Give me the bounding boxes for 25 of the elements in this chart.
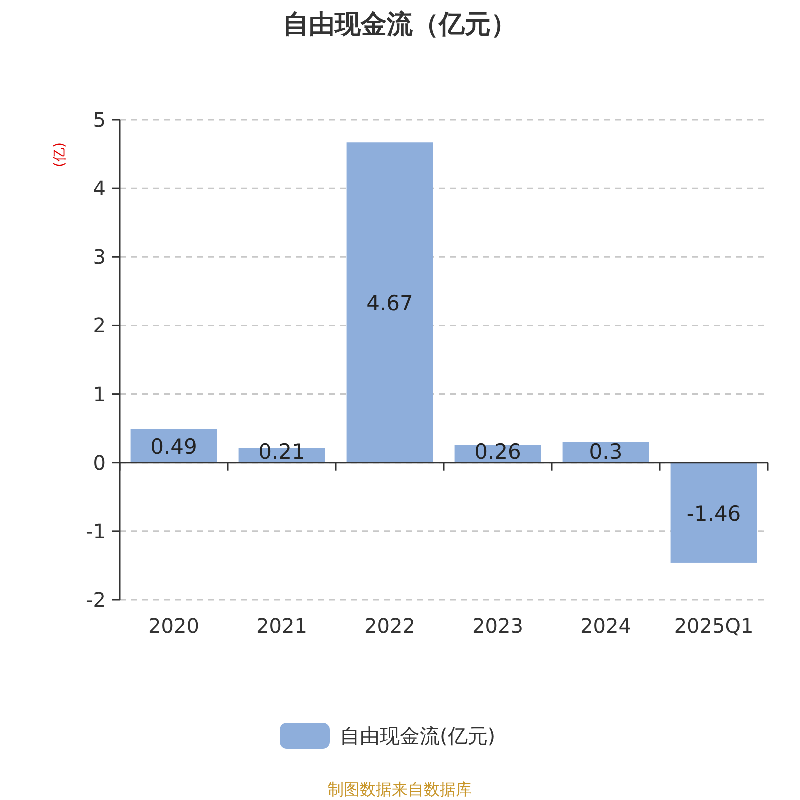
chart-title: 自由现金流（亿元） xyxy=(283,10,517,40)
y-tick-label: 5 xyxy=(93,108,106,132)
text: 制图数据来自数据库 xyxy=(328,780,472,799)
legend-label: 自由现金流(亿元) xyxy=(340,724,496,748)
data-label: 0.26 xyxy=(474,440,522,464)
x-tick-label: 2024 xyxy=(580,614,632,638)
y-tick-label: 0 xyxy=(93,450,106,475)
bar xyxy=(670,462,758,563)
x-tick-label: 2021 xyxy=(256,614,308,638)
y-tick-label: 3 xyxy=(93,245,106,270)
y-tick-label: 2 xyxy=(93,314,106,338)
y-tick-label: -2 xyxy=(86,588,106,612)
data-label: 0.3 xyxy=(589,440,623,464)
x-tick-label: 2023 xyxy=(472,614,524,638)
y-tick-label: -1 xyxy=(86,519,106,544)
x-tick-label: 2025Q1 xyxy=(674,614,754,638)
data-label: 4.67 xyxy=(366,292,414,316)
bar xyxy=(346,142,434,463)
data-label: -1.46 xyxy=(686,502,742,526)
data-label: 0.49 xyxy=(150,435,198,460)
x-tick-label: 2020 xyxy=(148,614,200,638)
y-tick-label: 4 xyxy=(93,176,106,201)
y-axis-title: (亿) xyxy=(52,142,68,168)
y-tick-label: 1 xyxy=(93,382,106,406)
x-tick-label: 2022 xyxy=(364,614,416,638)
